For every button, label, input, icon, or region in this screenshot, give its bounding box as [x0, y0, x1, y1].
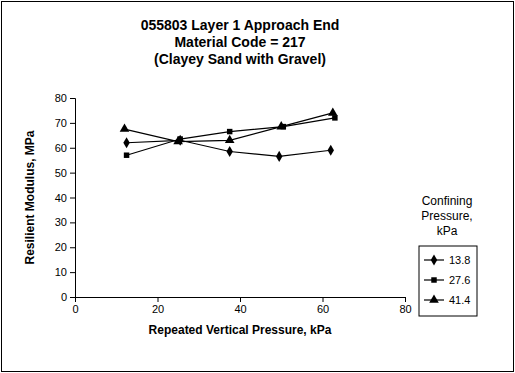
y-axis-title: Resilient Modulus, MPa	[23, 130, 37, 264]
y-tick-mark	[70, 297, 75, 298]
legend-label: 41.4	[449, 294, 470, 306]
legend-title-line: Confining	[422, 194, 473, 208]
title-line: 055803 Layer 1 Approach End	[141, 17, 340, 33]
series-marker	[276, 151, 282, 162]
y-tick: 80	[55, 92, 75, 104]
title: 055803 Layer 1 Approach EndMaterial Code…	[141, 17, 340, 67]
x-axis: 0 20 40 60 80	[72, 297, 411, 315]
plot-area	[120, 107, 338, 162]
y-tick-label: 70	[55, 117, 67, 129]
series-marker	[124, 152, 129, 157]
series-marker	[332, 115, 337, 120]
chart-border	[2, 2, 514, 372]
x-axis-line	[76, 298, 406, 303]
y-tick-mark	[70, 148, 75, 149]
y-tick: 60	[55, 142, 75, 154]
series-marker	[120, 124, 130, 132]
x-tick-mark	[405, 297, 406, 302]
x-tick: 60	[317, 297, 329, 315]
legend-title-line: kPa	[437, 224, 458, 238]
legend-marker	[429, 294, 439, 302]
x-tick: 0	[72, 297, 78, 315]
y-axis: 0 10 20 30 40 50 60 70 80	[55, 92, 76, 303]
y-tick-mark	[70, 123, 75, 124]
series-marker	[226, 146, 232, 157]
legend-marker	[431, 277, 436, 282]
x-tick-mark	[323, 297, 324, 302]
x-tick-mark	[240, 297, 241, 302]
x-tick-label: 60	[317, 303, 329, 315]
series-marker	[225, 135, 235, 143]
y-tick: 30	[55, 216, 75, 228]
y-tick-label: 0	[61, 291, 67, 303]
x-tick-label: 80	[399, 303, 411, 315]
y-tick-mark	[70, 198, 75, 199]
x-tick: 20	[152, 297, 164, 315]
legend-title: ConfiningPressure,kPa	[421, 194, 472, 238]
series-marker	[173, 136, 183, 144]
title-line: Material Code = 217	[174, 34, 305, 50]
y-tick: 20	[55, 241, 75, 253]
x-tick: 80	[399, 297, 411, 315]
y-tick-label: 80	[55, 92, 67, 104]
legend-box	[419, 246, 477, 316]
x-tick-label: 40	[234, 303, 246, 315]
x-tick-label: 0	[72, 303, 78, 315]
series-marker	[328, 145, 334, 156]
legend-title-line: Pressure,	[421, 209, 472, 223]
x-tick-mark	[158, 297, 159, 302]
series-marker	[227, 129, 232, 134]
y-tick: 0	[61, 291, 75, 303]
x-tick-label: 20	[152, 303, 164, 315]
y-tick-label: 50	[55, 167, 67, 179]
legend-marker	[431, 254, 437, 265]
series-marker	[276, 121, 286, 129]
x-axis-title: Repeated Vertical Pressure, kPa	[149, 323, 332, 337]
y-tick: 70	[55, 117, 75, 129]
y-tick-label: 10	[55, 266, 67, 278]
y-axis-line	[70, 99, 76, 298]
y-tick: 50	[55, 167, 75, 179]
y-tick: 40	[55, 192, 75, 204]
y-tick-label: 40	[55, 192, 67, 204]
y-tick-mark	[70, 222, 75, 223]
y-tick: 10	[55, 266, 75, 278]
y-tick-mark	[70, 173, 75, 174]
series-marker	[123, 137, 129, 148]
y-tick-mark	[70, 272, 75, 273]
y-tick-mark	[70, 247, 75, 248]
x-tick: 40	[234, 297, 246, 315]
y-tick-label: 30	[55, 216, 67, 228]
series-marker	[328, 107, 338, 115]
y-tick-label: 20	[55, 241, 67, 253]
y-tick-mark	[70, 98, 75, 99]
title-line: (Clayey Sand with Gravel)	[154, 51, 326, 67]
legend-label: 27.6	[449, 274, 470, 286]
y-tick-label: 60	[55, 142, 67, 154]
legend-label: 13.8	[449, 254, 470, 266]
